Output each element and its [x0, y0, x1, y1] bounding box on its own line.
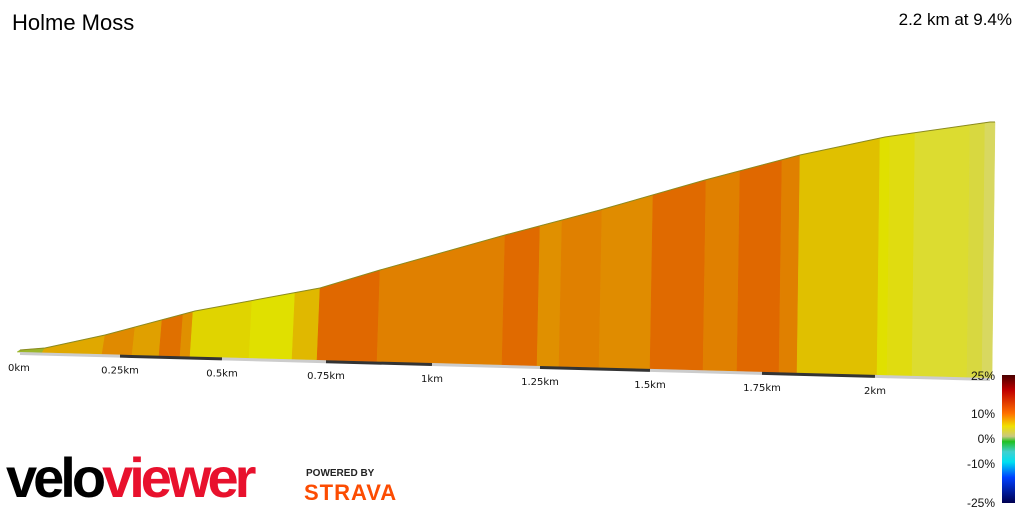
profile-segment	[248, 292, 296, 360]
veloviewer-logo[interactable]: veloviewer	[6, 446, 256, 509]
profile-segment	[558, 209, 603, 368]
profile-segment	[736, 159, 783, 373]
distance-axis-band	[325, 360, 433, 367]
profile-segment	[131, 319, 163, 357]
profile-segment	[41, 334, 106, 355]
profile-segment	[316, 269, 381, 362]
profile-segment	[778, 154, 801, 374]
distance-axis-band	[874, 374, 991, 381]
page-title: Holme Moss	[12, 10, 135, 35]
profile-segment	[501, 225, 541, 367]
distance-axis-band	[19, 352, 121, 358]
profile-segment	[702, 170, 741, 372]
distance-axis-band	[761, 371, 876, 378]
profile-segment	[536, 219, 563, 367]
profile-segment	[598, 194, 654, 370]
distance-axis-band	[649, 368, 763, 375]
profile-segment	[158, 313, 184, 357]
profile-segment	[189, 300, 253, 359]
distance-axis-band	[221, 357, 327, 364]
profile-ridge-line	[19, 121, 995, 351]
distance-axis-band	[539, 365, 651, 372]
gradient-legend-bar	[1002, 375, 1015, 503]
profile-segment	[291, 287, 321, 361]
x-tick-label: 0km	[8, 363, 30, 374]
logo-viewer: viewer	[102, 446, 256, 509]
profile-segment	[911, 124, 971, 378]
climb-summary: 2.2 km at 9.4%	[898, 10, 1012, 29]
legend-label: 10%	[971, 407, 995, 421]
x-tick-label: 1.75km	[743, 383, 781, 394]
profile-segment	[649, 179, 707, 371]
x-tick-label: 1.5km	[634, 380, 665, 391]
profile-segment	[376, 234, 506, 366]
x-tick-label: 1.25km	[521, 377, 559, 388]
x-tick-label: 1km	[421, 374, 443, 385]
x-tick-label: 0.25km	[101, 366, 139, 377]
distance-axis-band	[431, 363, 541, 369]
profile-segment	[886, 132, 916, 377]
x-tick-label: 0.5km	[206, 368, 237, 379]
legend-label: -25%	[967, 496, 995, 510]
legend-label: 0%	[978, 432, 996, 446]
profile-segment	[796, 137, 881, 376]
strava-logo[interactable]: STRAVA	[304, 480, 398, 505]
x-tick-label: 0.75km	[307, 371, 345, 382]
logo-velo: velo	[6, 446, 106, 509]
distance-axis-band	[119, 354, 223, 361]
legend-label: -10%	[967, 457, 995, 471]
powered-by-label: POWERED BY	[306, 468, 375, 479]
legend-label: 25%	[971, 369, 995, 383]
x-tick-label: 2km	[864, 386, 886, 397]
